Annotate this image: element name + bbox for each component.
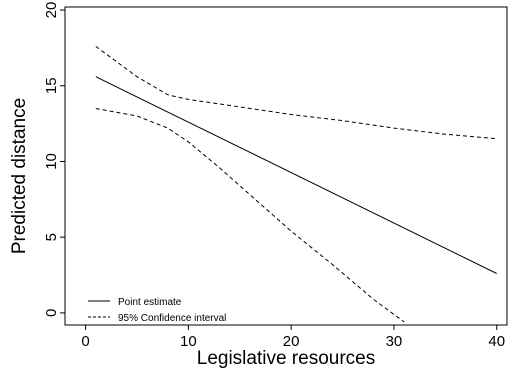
plot-area: 0 10 20 30 40 0 5 10 15 20 (43, 2, 508, 350)
x-tick-label: 10 (180, 333, 197, 350)
y-tick-label: 20 (43, 2, 60, 19)
y-axis-title: Predicted distance (9, 98, 30, 254)
legend: Point estimate 95% Confidence interval (88, 297, 226, 324)
legend-label-point-estimate: Point estimate (118, 297, 182, 308)
point-estimate-line (95, 76, 497, 274)
y-tick-label: 15 (43, 77, 60, 94)
lower-confidence-line (95, 108, 405, 323)
x-tick-label: 30 (386, 333, 403, 350)
plot-frame (64, 6, 508, 326)
legend-label-confidence-interval: 95% Confidence interval (118, 313, 226, 324)
x-tick-label: 0 (81, 333, 89, 350)
y-tick-label: 0 (43, 309, 60, 317)
x-tick-label: 40 (488, 333, 505, 350)
upper-confidence-line (95, 45, 497, 140)
y-tick-label: 10 (43, 153, 60, 170)
y-tick-label: 5 (43, 233, 60, 241)
x-tick-label: 20 (283, 333, 300, 350)
x-axis-title: Legislative resources (197, 348, 375, 369)
